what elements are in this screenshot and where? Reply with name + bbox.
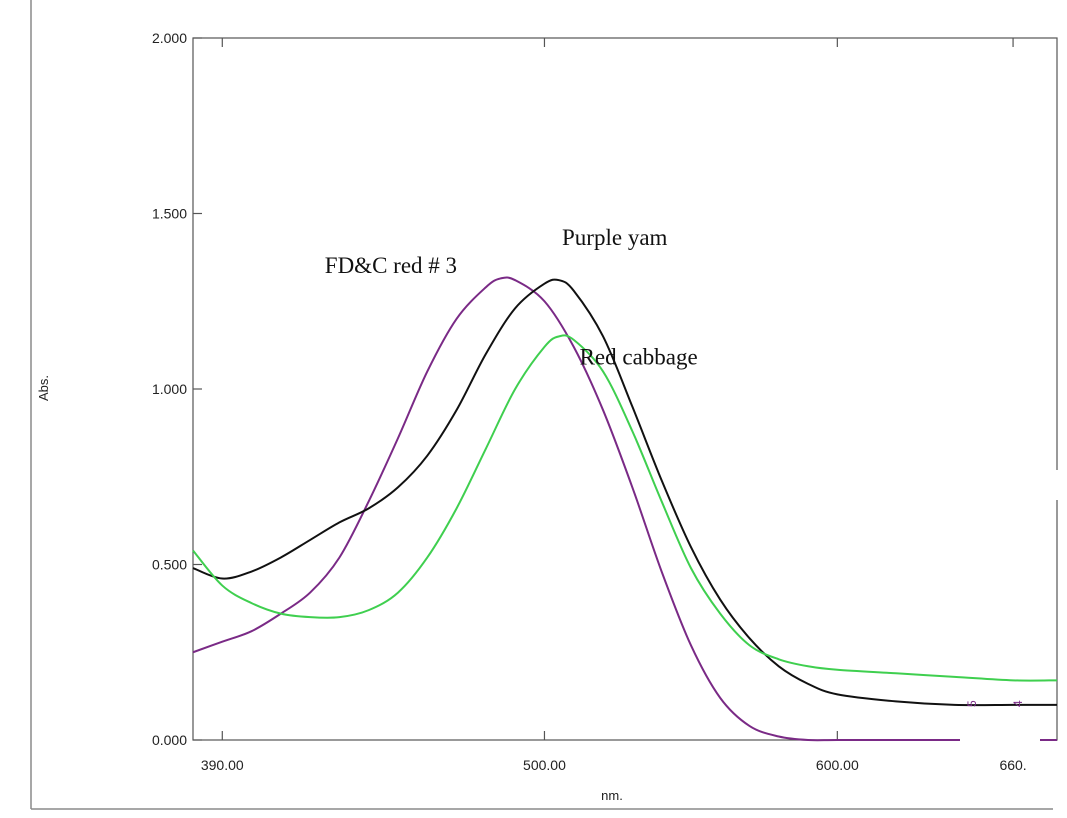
y-tick-label: 0.500 [152,557,187,573]
y-tick-label: 0.000 [152,732,187,748]
series-annotation: Red cabbage [580,344,698,369]
scan-artifact [1046,470,1067,500]
x-axis: 390.00 500.00 600.00 660. [201,38,1027,773]
peak-marker: 4 [1011,700,1025,707]
y-tick-label: 1.500 [152,206,187,222]
y-tick-label: 2.000 [152,30,187,46]
y-axis-label: Abs. [36,375,51,401]
series-layer [192,276,1058,742]
series-annotation: Purple yam [562,225,668,250]
x-tick-label: 500.00 [523,757,566,773]
series-line-purple-yam [192,278,1057,707]
x-axis-label: nm. [601,788,623,803]
y-tick-label: 1.000 [152,381,187,397]
series-annotation: FD&C red # 3 [325,253,457,278]
peak-marker: 5 [965,700,979,707]
series-line-red-cabbage [192,334,1058,682]
annotation-layer: Purple yam FD&C red # 3 Red cabbage [325,225,698,369]
y-axis: 0.000 0.500 1.000 1.500 2.000 [152,30,202,748]
x-tick-label: 660. [999,757,1026,773]
series-line-fd-c-red-3 [192,276,1057,742]
x-tick-label: 390.00 [201,757,244,773]
scan-artifact [960,729,1040,741]
x-tick-label: 600.00 [816,757,859,773]
